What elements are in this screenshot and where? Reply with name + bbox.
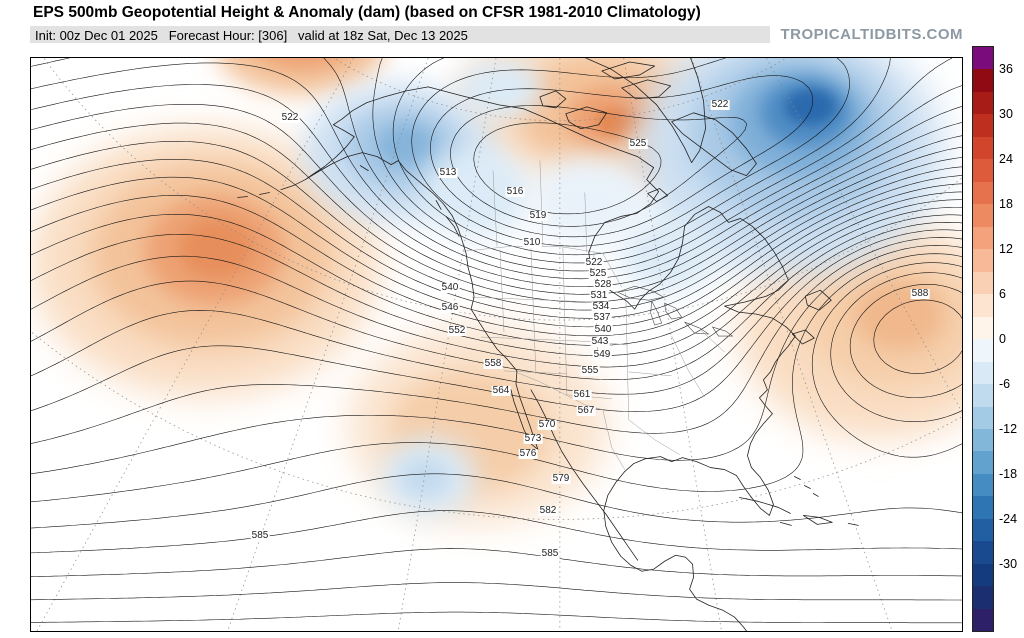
- colorbar-segment: [973, 249, 993, 272]
- height-contour-570: [31, 237, 962, 444]
- colorbar-segment: [973, 608, 993, 632]
- map-area: 522 513 516 519 510 525 522 540 546 552 558 564 522 5…: [30, 57, 963, 632]
- lake-michigan: [650, 300, 663, 326]
- colorbar-segment: [973, 181, 993, 205]
- colorbar-label--24: -24: [999, 512, 1018, 527]
- anomaly-blob-hudson-negative: [529, 155, 650, 246]
- latitude-circle: [43, 58, 962, 321]
- height-contour-layer: [31, 58, 962, 624]
- colorbar-segment: [973, 496, 993, 519]
- colorbar-segment: [973, 136, 993, 160]
- colorbar-label-30: 30: [999, 106, 1013, 121]
- colorbar-segment: [973, 384, 993, 407]
- latitude-circle: [332, 58, 787, 122]
- colorbar-label--30: -30: [999, 557, 1018, 572]
- anomaly-blob-north-pacific-positive: [178, 218, 255, 279]
- colorbar-segment: [973, 428, 993, 452]
- colorbar-label-12: 12: [999, 241, 1013, 256]
- colorbar-segment: [973, 226, 993, 250]
- colorbar-segment: [973, 451, 993, 474]
- colorbar-segment: [973, 473, 993, 497]
- us-canada-border: [463, 246, 622, 288]
- height-contour-564: [31, 222, 962, 395]
- colorbar-label-36: 36: [999, 61, 1013, 76]
- height-contour-579: [31, 262, 962, 529]
- height-contour-519: [392, 58, 891, 256]
- colorbar-label-24: 24: [999, 151, 1013, 166]
- atlantic-islands: [739, 289, 859, 526]
- colorbar-segment: [973, 586, 993, 609]
- colorbar-segment: [973, 91, 993, 115]
- colorbar-segment: [973, 541, 993, 564]
- height-contour-591: [31, 611, 962, 624]
- colorbar-segment: [973, 339, 993, 362]
- colorbar-segment: [973, 114, 993, 137]
- colorbar: [972, 46, 994, 632]
- height-contour-585: [31, 284, 962, 577]
- anomaly-blob-northeast-canada-negative: [784, 88, 837, 125]
- colorbar-segment: [973, 406, 993, 429]
- graticule-layer: [31, 58, 962, 631]
- lake-huron: [664, 302, 683, 320]
- height-contour-528: [31, 62, 962, 280]
- colorbar-segment: [973, 563, 993, 587]
- height-contour-561: [31, 214, 962, 380]
- coastline-west: [237, 86, 639, 561]
- anomaly-blob-alaska-negative: [376, 123, 437, 168]
- colorbar-label-18: 18: [999, 196, 1013, 211]
- colorbar-segment: [973, 316, 993, 340]
- height-contour-558: [31, 207, 962, 368]
- anomaly-blob-arctic-greenland-positive: [595, 107, 640, 138]
- height-contour-531: [31, 84, 962, 287]
- colorbar-segment: [973, 361, 993, 385]
- colorbar-label-6: 6: [999, 286, 1006, 301]
- colorbar-label--18: -18: [999, 467, 1018, 482]
- map-image: [31, 58, 962, 631]
- lake-erie: [684, 321, 710, 335]
- colorbar-segment: [973, 69, 993, 92]
- height-contour-537: [31, 122, 962, 303]
- colorbar-segment: [973, 47, 993, 70]
- colorbar-segment: [973, 159, 993, 182]
- arctic-islands: [539, 61, 757, 202]
- tropicaltidbits-watermark: TROPICALTIDBITS.COM: [780, 26, 963, 43]
- height-contour-522: [372, 58, 953, 264]
- height-contour-582: [31, 272, 962, 554]
- colorbar-segment: [973, 518, 993, 542]
- height-contour-516: [411, 58, 850, 247]
- us-mexico-border: [517, 372, 625, 470]
- height-contour-588: [31, 299, 962, 601]
- anomaly-blob-west-atlantic-positive: [854, 280, 945, 350]
- chart-title: EPS 500mb Geopotential Height & Anomaly …: [33, 4, 701, 21]
- init-forecast-valid-line: Init: 00z Dec 01 2025 Forecast Hour: [30…: [35, 28, 468, 43]
- anomaly-blob-baja-negative: [399, 457, 452, 498]
- anomaly-blob-bering-positive: [262, 58, 343, 69]
- colorbar-label-0: 0: [999, 332, 1006, 346]
- lake-ontario: [711, 326, 734, 337]
- lake-superior: [616, 285, 665, 301]
- height-contour-534: [31, 103, 962, 295]
- height-contour-576: [31, 253, 962, 503]
- colorbar-segment: [973, 204, 993, 227]
- coastline-east: [427, 86, 796, 631]
- great-lakes-layer: [616, 285, 734, 337]
- height-contour-549: [31, 183, 962, 337]
- colorbar-segment: [973, 271, 993, 295]
- greenland-coast: [585, 58, 706, 164]
- colorbar-segment: [973, 294, 993, 317]
- anomaly-blob-quebec-negative: [619, 217, 716, 294]
- anomaly-shading-layer: [31, 58, 962, 525]
- height-contour-543: [31, 158, 962, 319]
- height-contour-525: [31, 58, 962, 272]
- colorbar-label--12: -12: [999, 422, 1018, 437]
- init-line-background: [30, 26, 770, 43]
- height-contour-567: [31, 229, 962, 412]
- colorbar-label--6: -6: [999, 377, 1011, 392]
- height-contour-546: [31, 175, 962, 328]
- coastline-layer: [237, 58, 859, 631]
- height-contour-552: [31, 191, 962, 346]
- height-contour-573: [31, 245, 962, 475]
